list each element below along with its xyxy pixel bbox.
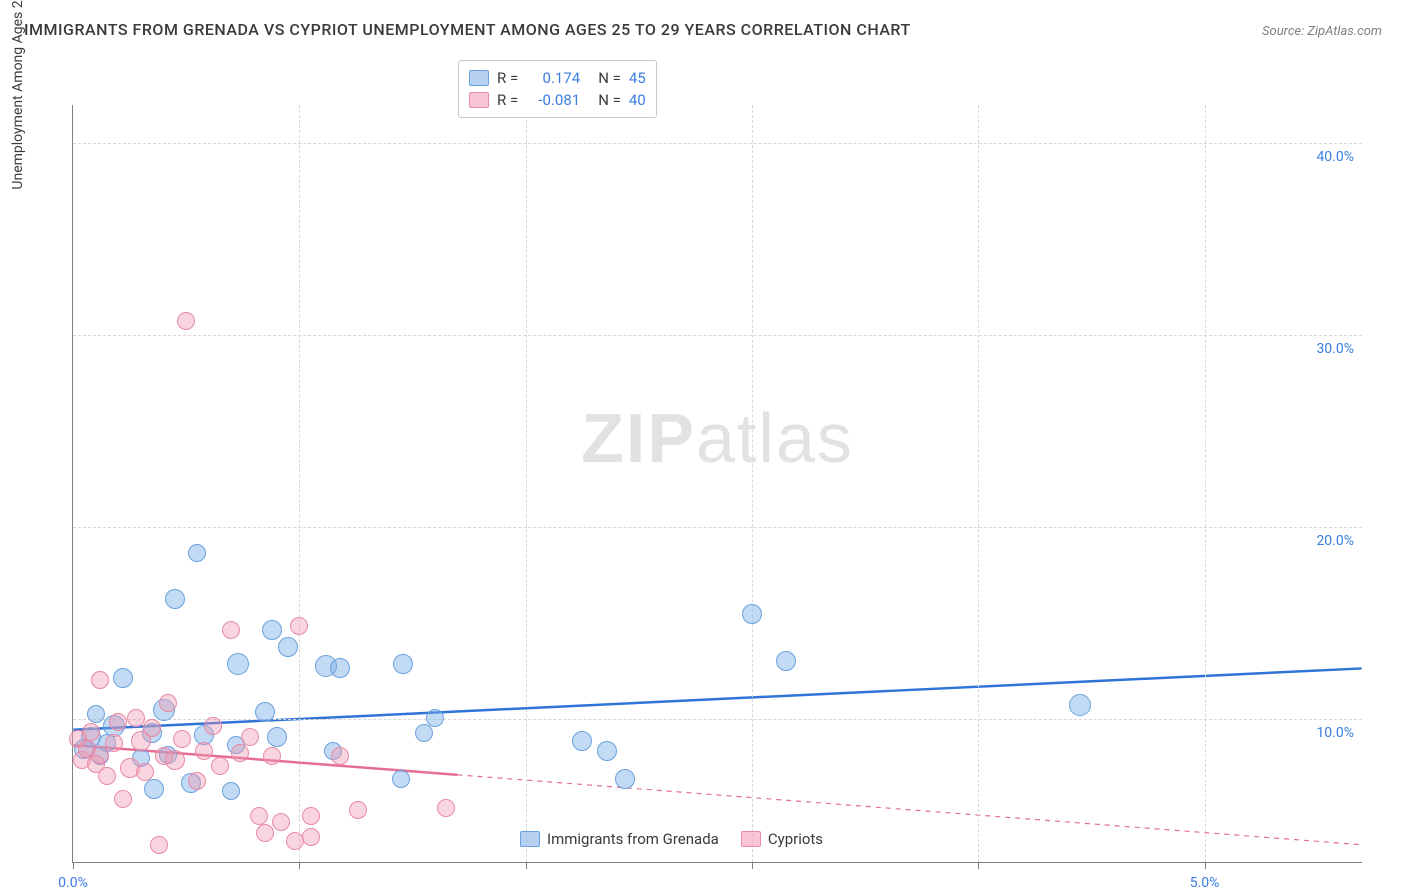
data-point	[165, 750, 185, 770]
data-point	[150, 836, 168, 854]
data-point	[87, 705, 105, 723]
r-label: R =	[497, 69, 518, 87]
y-tick-label: 20.0%	[1316, 533, 1354, 549]
data-point	[222, 621, 240, 639]
data-point	[272, 813, 290, 831]
data-point	[143, 719, 161, 737]
data-point	[241, 728, 259, 746]
r-value: -0.081	[526, 91, 580, 109]
y-tick-label: 30.0%	[1316, 341, 1354, 357]
data-point	[393, 654, 413, 674]
data-point	[392, 770, 410, 788]
data-point	[302, 807, 320, 825]
data-point	[331, 747, 349, 765]
stats-row: R = -0.081 N = 40	[469, 89, 646, 111]
data-point	[250, 807, 268, 825]
legend-swatch	[469, 70, 489, 86]
data-point	[227, 653, 249, 675]
x-tick-mark	[1205, 862, 1206, 869]
x-tick-mark	[73, 862, 74, 869]
legend-item: Cypriots	[741, 830, 823, 848]
watermark: ZIPatlas	[581, 398, 854, 478]
data-point	[615, 769, 635, 789]
gridline-vertical	[1205, 105, 1206, 862]
gridline-vertical	[978, 105, 979, 862]
n-label: N =	[598, 69, 621, 87]
data-point	[144, 779, 164, 799]
stats-legend-box: R = 0.174 N = 45 R = -0.081 N = 40	[458, 60, 657, 118]
data-point	[159, 694, 177, 712]
data-point	[105, 734, 123, 752]
gridline-vertical	[752, 105, 753, 862]
data-point	[426, 709, 444, 727]
data-point	[267, 727, 287, 747]
legend-label: Immigrants from Grenada	[547, 830, 719, 848]
legend-label: Cypriots	[768, 830, 823, 848]
data-point	[290, 617, 308, 635]
gridline-horizontal	[73, 527, 1362, 528]
data-point	[136, 763, 154, 781]
y-tick-label: 40.0%	[1316, 149, 1354, 165]
x-tick-label: 5.0%	[1190, 875, 1220, 891]
data-point	[1069, 694, 1091, 716]
gridline-vertical	[299, 105, 300, 862]
data-point	[742, 604, 762, 624]
r-value: 0.174	[526, 69, 580, 87]
n-value: 45	[629, 69, 646, 87]
data-point	[109, 713, 127, 731]
y-tick-label: 10.0%	[1316, 725, 1354, 741]
data-point	[278, 637, 298, 657]
chart-title: IMMIGRANTS FROM GRENADA VS CYPRIOT UNEMP…	[24, 20, 911, 39]
source-attribution: Source: ZipAtlas.com	[1262, 24, 1382, 39]
r-label: R =	[497, 91, 518, 109]
gridline-horizontal	[73, 143, 1362, 144]
gridline-vertical	[526, 105, 527, 862]
n-label: N =	[598, 91, 621, 109]
data-point	[91, 671, 109, 689]
data-point	[776, 651, 796, 671]
data-point	[437, 799, 455, 817]
data-point	[98, 767, 116, 785]
data-point	[188, 772, 206, 790]
x-tick-label: 0.0%	[58, 875, 88, 891]
data-point	[256, 824, 274, 842]
plot-area: ZIPatlas 10.0%20.0%30.0%40.0%0.0%5.0%	[72, 105, 1362, 863]
y-axis-label: Unemployment Among Ages 25 to 29 years	[10, 0, 26, 190]
data-point	[82, 723, 100, 741]
legend-swatch	[469, 92, 489, 108]
data-point	[195, 742, 213, 760]
data-point	[597, 741, 617, 761]
n-value: 40	[629, 91, 646, 109]
data-point	[263, 747, 281, 765]
data-point	[572, 731, 592, 751]
x-tick-mark	[299, 862, 300, 869]
x-tick-mark	[752, 862, 753, 869]
data-point	[114, 790, 132, 808]
series-legend: Immigrants from Grenada Cypriots	[520, 830, 823, 848]
data-point	[415, 724, 433, 742]
x-tick-mark	[978, 862, 979, 869]
data-point	[231, 744, 249, 762]
data-point	[113, 668, 133, 688]
stats-row: R = 0.174 N = 45	[469, 67, 646, 89]
data-point	[255, 702, 275, 722]
data-point	[222, 782, 240, 800]
data-point	[211, 757, 229, 775]
data-point	[177, 312, 195, 330]
legend-item: Immigrants from Grenada	[520, 830, 719, 848]
data-point	[302, 828, 320, 846]
x-tick-mark	[526, 862, 527, 869]
data-point	[173, 730, 191, 748]
data-point	[349, 801, 367, 819]
legend-swatch	[520, 831, 540, 847]
data-point	[262, 620, 282, 640]
data-point	[188, 544, 206, 562]
data-point	[330, 658, 350, 678]
data-point	[165, 589, 185, 609]
data-point	[204, 717, 222, 735]
gridline-horizontal	[73, 335, 1362, 336]
legend-swatch	[741, 831, 761, 847]
